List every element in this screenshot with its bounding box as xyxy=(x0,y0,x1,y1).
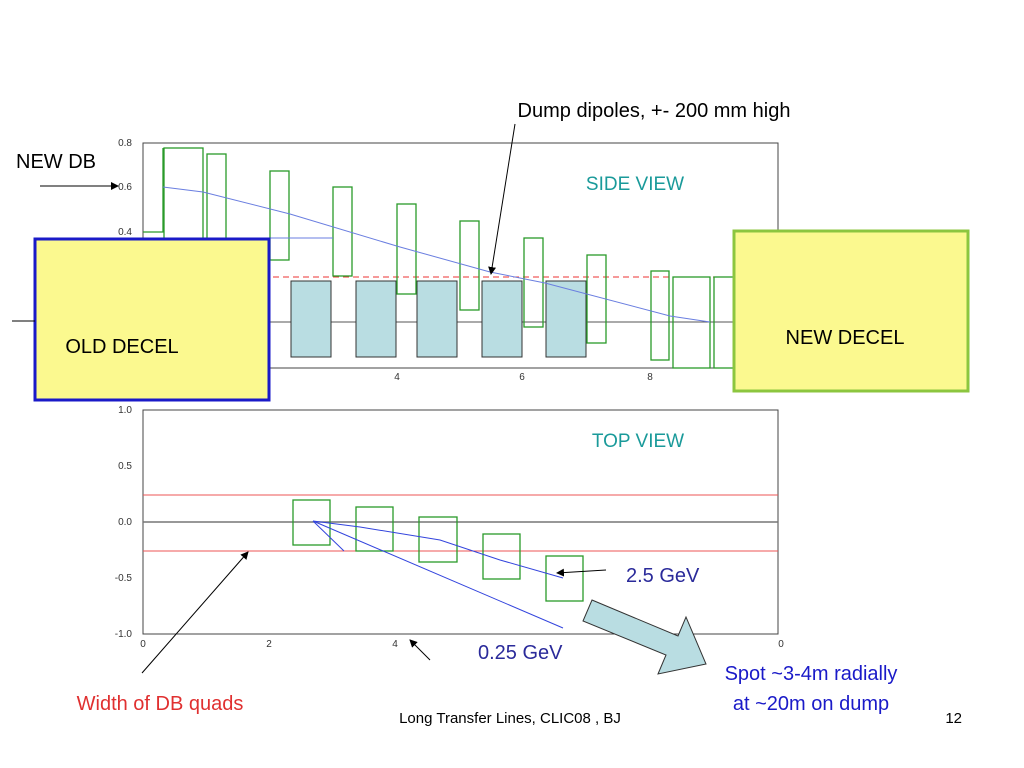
x-tick-label: 8 xyxy=(647,372,653,383)
footer-text: Long Transfer Lines, CLIC08 , BJ xyxy=(399,710,621,727)
big-arrow xyxy=(582,599,707,675)
shape xyxy=(545,555,584,602)
shape xyxy=(143,148,164,233)
shape xyxy=(355,280,397,358)
shape xyxy=(482,533,521,580)
x-tick-label: 0 xyxy=(778,639,784,650)
shape xyxy=(332,186,353,277)
y-tick-label: 0.4 xyxy=(118,227,132,238)
x-tick-label: 2 xyxy=(266,639,272,650)
label: Spot ~3-4m radially xyxy=(725,663,898,685)
y-tick-label: 1.0 xyxy=(118,405,132,416)
label: 0.25 GeV xyxy=(478,642,563,664)
x-tick-label: 6 xyxy=(519,372,525,383)
y-tick-label: -0.5 xyxy=(115,573,133,584)
shape xyxy=(312,520,564,579)
shape xyxy=(481,280,523,358)
shape xyxy=(672,276,711,369)
arrow xyxy=(556,568,607,577)
arrow xyxy=(409,639,431,661)
shape xyxy=(416,280,458,358)
x-tick-label: 4 xyxy=(392,639,398,650)
label: 2.5 GeV xyxy=(626,565,700,587)
trajectories xyxy=(312,520,564,629)
shape xyxy=(292,499,331,546)
label: Dump dipoles, +- 200 mm high xyxy=(518,100,791,122)
label: NEW DB xyxy=(16,151,96,173)
old-decel-box xyxy=(33,237,271,402)
shape xyxy=(459,220,480,311)
page-number: 12 xyxy=(945,710,962,727)
shape xyxy=(545,280,587,358)
shape xyxy=(312,520,564,629)
label: at ~20m on dump xyxy=(733,693,889,715)
shape xyxy=(269,170,290,261)
quads xyxy=(290,280,587,358)
new-decel-box xyxy=(732,229,970,393)
shape xyxy=(396,203,417,295)
arrow xyxy=(488,123,516,275)
arrow xyxy=(141,551,249,674)
shape xyxy=(290,280,332,358)
shape xyxy=(312,520,345,552)
label: SIDE VIEW xyxy=(586,174,684,195)
side-plot: 0.8 0.6 0.4 2 4 6 8 SIDE VIEW xyxy=(118,138,779,383)
top-plot: 1.0 0.5 0.0 -0.5 -1.0 0 2 4 0 TOP VIEW xyxy=(115,405,784,650)
label: Width of DB quads xyxy=(77,693,244,715)
x-tick-label: 0 xyxy=(140,639,146,650)
y-tick-label: -1.0 xyxy=(115,629,133,640)
dipoles xyxy=(292,499,584,602)
y-tick-label: 0.6 xyxy=(118,182,132,193)
label: OLD DECEL xyxy=(65,336,178,358)
shape xyxy=(418,516,458,563)
beam-trajectory xyxy=(162,186,711,323)
label: TOP VIEW xyxy=(592,431,684,452)
label: NEW DECEL xyxy=(786,327,905,349)
y-tick-label: 0.8 xyxy=(118,138,132,149)
y-tick-label: 0.5 xyxy=(118,461,132,472)
shape xyxy=(355,506,394,552)
y-tick-label: 0.0 xyxy=(118,517,132,528)
x-tick-label: 4 xyxy=(394,372,400,383)
